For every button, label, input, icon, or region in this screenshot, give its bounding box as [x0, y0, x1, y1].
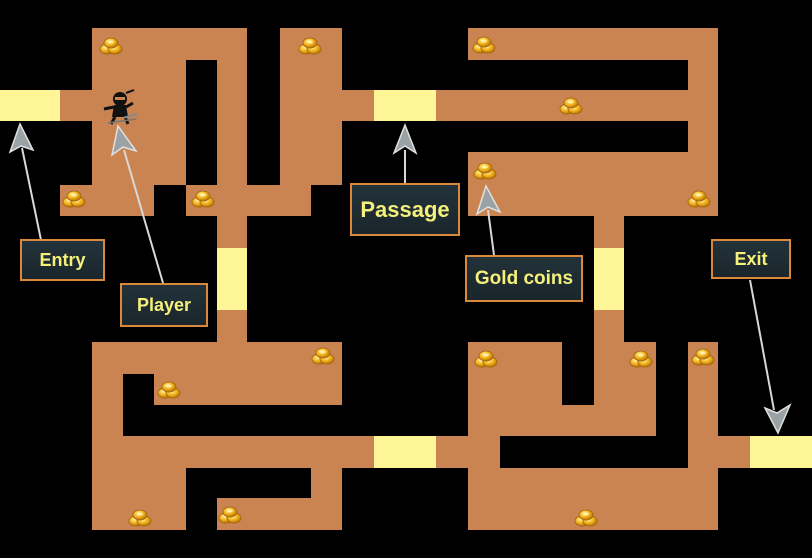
passage-tile [217, 248, 247, 310]
arrow-icon [123, 149, 164, 284]
arrow-icon [392, 122, 418, 155]
entry-label: Entry [20, 239, 105, 281]
passage-tile [594, 248, 624, 310]
passage-tile [374, 90, 436, 121]
arrow-icon [487, 209, 495, 256]
ninja-player-icon [103, 89, 138, 125]
arrow-icon [110, 124, 138, 157]
arrow-icon [763, 403, 792, 435]
gold-coins-label: Gold coins [465, 255, 583, 302]
player-label-text: Player [136, 294, 192, 315]
gold-coins-label-text: Gold coins [474, 267, 574, 289]
arrowheads [8, 122, 792, 435]
arrow-icon [749, 279, 775, 411]
exit-tile [750, 436, 812, 468]
entry-label-text: Entry [39, 249, 86, 270]
arrows [21, 147, 775, 411]
passages [0, 90, 812, 468]
passage-label: Passage [350, 183, 460, 236]
passage-label-text: Passage [360, 196, 450, 222]
player-label: Player [120, 283, 208, 327]
arrow-icon [8, 122, 35, 154]
exit-label-text: Exit [734, 248, 768, 269]
arrow-icon [21, 147, 42, 241]
exit-label: Exit [711, 239, 791, 279]
passage-tile [374, 436, 436, 468]
arrow-icon [475, 184, 502, 216]
entry-tile [0, 90, 60, 121]
